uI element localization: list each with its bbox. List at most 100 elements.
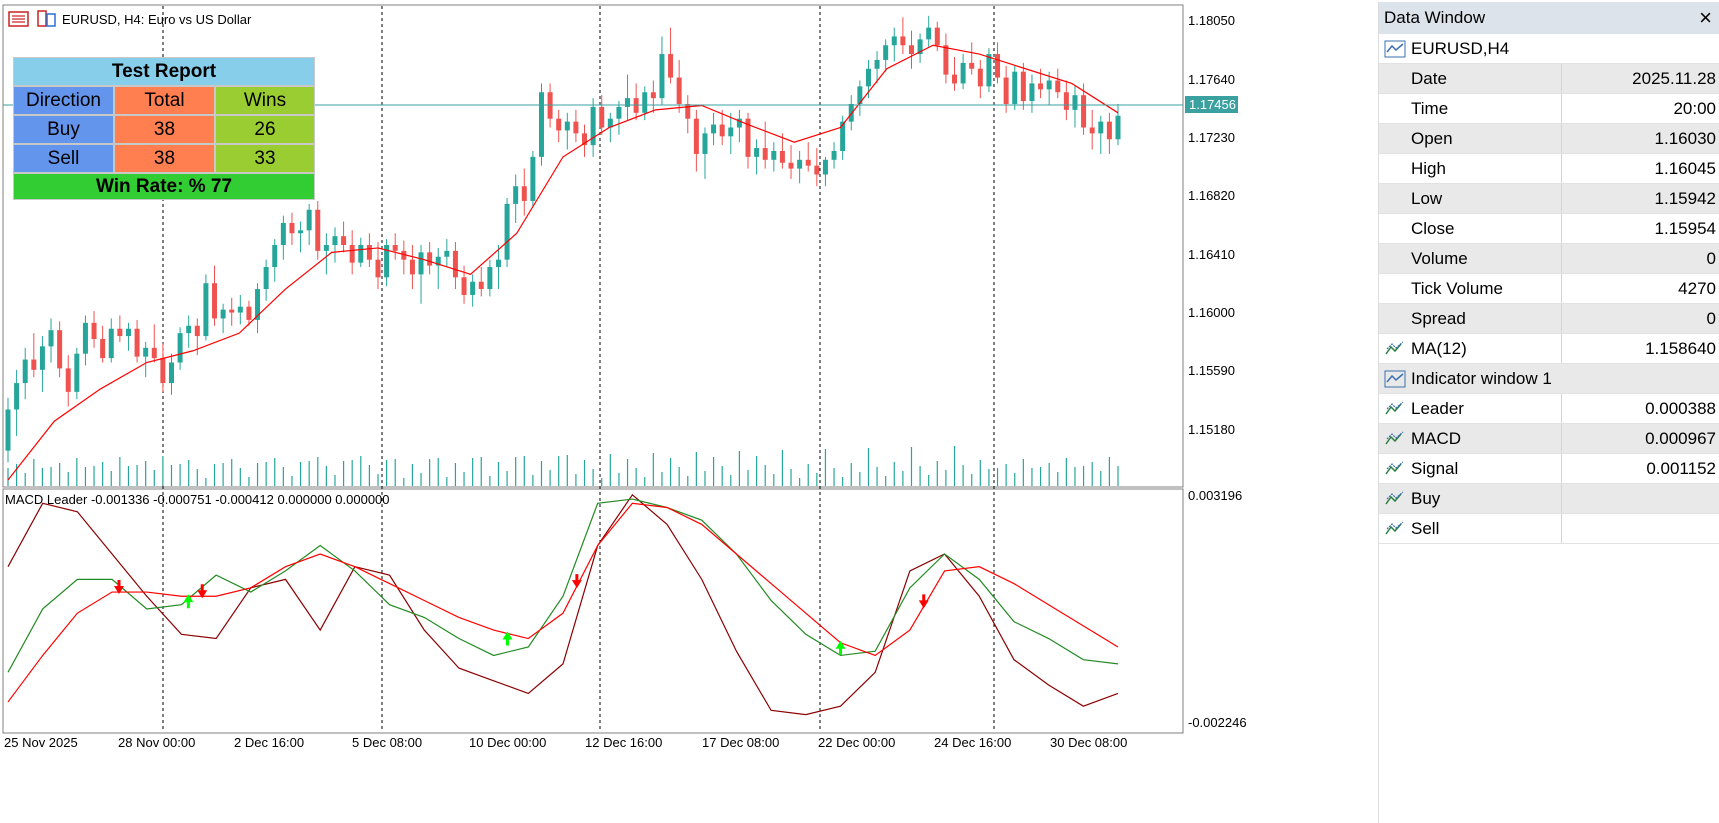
price-tick: 1.16820 [1188,188,1235,203]
indicator-line-leader [7,493,1119,716]
candle-body [65,368,71,392]
data-window-label: MA(12) [1411,338,1467,358]
data-window-label: Close [1411,218,1455,238]
candle-body [461,277,467,295]
data-window-indicator-window: Indicator window 1 [1411,368,1552,388]
candle-body [883,45,889,60]
report-title: Test Report [13,57,315,86]
data-window-row-open[interactable]: Open 1.16030 [1379,124,1719,154]
time-axis: 25 Nov 2025 28 Nov 00:00 2 Dec 16:00 5 D… [4,735,1127,750]
candle-body [5,409,11,451]
data-window-row-buy[interactable]: Buy [1379,484,1719,514]
candle-body [745,118,751,157]
report-buy-direction: Buy [13,115,114,144]
candle-body [366,245,372,260]
data-window-value: 20:00 [1673,98,1716,118]
data-window-row-macd[interactable]: MACD 0.000967 [1379,424,1719,454]
data-window-row-high[interactable]: High 1.16045 [1379,154,1719,184]
candle-body [409,259,415,275]
symbol-icons[interactable] [8,10,56,27]
data-window-row-volume[interactable]: Volume 0 [1379,244,1719,274]
candle-body [444,250,450,257]
sell-arrow-icon [197,584,208,599]
data-window-row-signal[interactable]: Signal 0.001152 [1379,454,1719,484]
candle-body [212,283,218,319]
candle-body [143,347,149,357]
indicator-axis-bottom: -0.002246 [1188,715,1247,730]
candle-body [521,186,527,201]
trade-icon[interactable] [37,10,47,27]
data-window-row-date[interactable]: Date 2025.11.28 [1379,64,1719,94]
candle-body [392,245,398,251]
time-tick: 25 Nov 2025 [4,735,78,750]
time-tick: 24 Dec 16:00 [934,735,1011,750]
candle-body [702,133,708,154]
candle-body [495,259,501,268]
close-icon[interactable]: × [1699,5,1712,30]
candle-body [401,250,407,260]
data-window-row-tick-volume[interactable]: Tick Volume 4270 [1379,274,1719,304]
candle-body [840,121,846,151]
candle-body [538,92,544,157]
indicator-icon [1385,431,1404,445]
candle-body [229,309,235,313]
data-window-row-spread[interactable]: Spread 0 [1379,304,1719,334]
chart-title: EURUSD, H4: Euro vs US Dollar [62,12,252,27]
candle-body [255,289,261,320]
candle-body [427,252,433,266]
data-window-symbol-row[interactable]: EURUSD,H4 [1379,34,1719,64]
chart-line-icon [1384,40,1406,58]
report-buy-wins: 26 [215,115,315,144]
price-tick: 1.16410 [1188,247,1235,262]
candle-body [186,325,192,334]
candle-body [960,62,966,84]
data-window-label: Low [1411,188,1443,208]
candle-body [977,68,983,87]
data-window-row-ma[interactable]: MA(12) 1.158640 [1379,334,1719,364]
candle-body [848,104,854,122]
data-window-value: 0.000967 [1645,428,1716,448]
candle-body [74,353,80,392]
data-window-row-low[interactable]: Low 1.15942 [1379,184,1719,214]
indicator-axis-top: 0.003196 [1188,488,1242,503]
candle-body [100,339,106,359]
candle-body [298,230,304,234]
data-window[interactable]: Data Window × EURUSD,H4 Date 2025.11.28 Ti… [1378,2,1719,823]
chart-area[interactable]: 1.18050 1.17640 1.17230 1.16820 1.16410 … [0,0,1256,823]
data-window-row-close[interactable]: Close 1.15954 [1379,214,1719,244]
indicator-icon [1385,521,1404,535]
candle-body [797,159,803,169]
data-window-value: 1.16045 [1654,158,1716,178]
indicator-icon [1385,341,1404,355]
candle-body [14,383,20,410]
data-window-label: Leader [1411,398,1464,418]
time-tick: 28 Nov 00:00 [118,735,195,750]
candle-body [934,27,940,46]
candle-body [650,92,656,99]
data-window-header: Data Window × [1379,2,1719,34]
candle-body [289,222,295,234]
candle-body [676,77,682,104]
indicator-pane[interactable] [2,488,1184,734]
candle-body [943,45,949,75]
candle-body [151,347,157,359]
signal-arrows [114,574,929,655]
candle-body [220,309,226,319]
data-window-label: Date [1411,68,1447,88]
candle-body [31,359,37,370]
time-tick: 5 Dec 08:00 [352,735,422,750]
data-window-row-time[interactable]: Time 20:00 [1379,94,1719,124]
candle-body [668,54,674,78]
data-window-row-leader[interactable]: Leader 0.000388 [1379,394,1719,424]
candle-body [1046,80,1052,90]
data-window-value: 0 [1706,308,1716,328]
data-window-value: 1.15942 [1654,188,1716,208]
candle-body [857,86,863,104]
candle-body [470,281,476,295]
data-window-row-sell[interactable]: Sell [1379,514,1719,544]
candle-body [607,118,613,128]
candle-body [452,250,458,278]
data-window-indicator-window-row[interactable]: Indicator window 1 [1379,364,1719,394]
candle-body [478,281,484,290]
report-win-rate: Win Rate: % 77 [13,173,315,200]
